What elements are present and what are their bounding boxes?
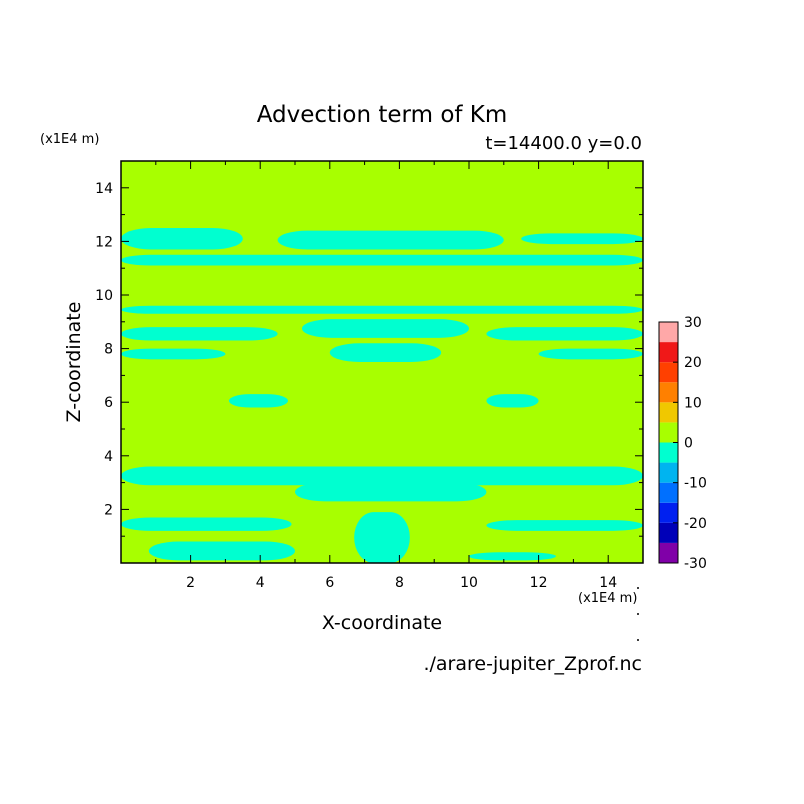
- x-axis-ticks: 2 4 6 8 10 12 14: [155, 161, 617, 591]
- corner-dot: [637, 587, 639, 589]
- colorbar-swatch: [659, 322, 678, 343]
- chart-subtitle: t=14400.0 y=0.0: [485, 133, 642, 154]
- field-patch: [521, 233, 643, 245]
- y-tick-label: 14: [95, 181, 113, 197]
- colorbar-swatch: [659, 462, 678, 483]
- x-tick-label: 2: [186, 575, 195, 591]
- y-axis-ticks: 2 4 6 8 10 12 14: [95, 181, 643, 537]
- y-tick-label: 12: [95, 234, 113, 250]
- field-patch: [469, 552, 556, 561]
- colorbar-tick-label: 10: [684, 395, 702, 411]
- y-tick-label: 4: [104, 449, 113, 465]
- field-patch: [486, 327, 643, 341]
- field-patch: [538, 348, 643, 360]
- field-patch: [121, 228, 243, 250]
- y-tick-label: 8: [104, 342, 113, 358]
- y-axis-unit: (x1E4 m): [40, 132, 99, 147]
- colorbar-swatch: [659, 482, 678, 503]
- x-tick-label: 8: [395, 575, 404, 591]
- colorbar-tick-label: -20: [684, 516, 707, 532]
- corner-dot: [637, 613, 639, 615]
- chart-title: Advection term of Km: [257, 102, 508, 128]
- plot-frame: [120, 160, 644, 564]
- x-axis-unit: (x1E4 m): [578, 591, 637, 606]
- x-tick-label: 14: [599, 575, 617, 591]
- field-patch: [228, 394, 289, 408]
- field-patch: [121, 305, 643, 314]
- colorbar-swatch: [659, 402, 678, 423]
- field-patch: [301, 319, 469, 338]
- field-patch: [121, 327, 278, 341]
- field-patch: [148, 541, 295, 561]
- field-patch: [121, 348, 226, 360]
- corner-markers: [637, 587, 639, 641]
- colorbar-tick-label: 0: [684, 436, 693, 452]
- colorbar-tick-label: -10: [684, 476, 707, 492]
- y-tick-label: 10: [95, 288, 113, 304]
- x-axis-label: X-coordinate: [322, 612, 442, 634]
- field-patch: [486, 520, 643, 531]
- colorbar-swatch: [659, 542, 678, 563]
- x-tick-label: 4: [256, 575, 265, 591]
- x-tick-label: 10: [460, 575, 478, 591]
- colorbar: 30 20 10 0 -10 -20 -30: [658, 315, 707, 572]
- x-tick-label: 12: [530, 575, 548, 591]
- colorbar-tick-label: -30: [684, 556, 707, 572]
- colorbar-swatch: [659, 502, 678, 523]
- field-patch: [354, 512, 410, 563]
- field-patch: [121, 254, 643, 266]
- colorbar-tick-label: 30: [684, 315, 702, 331]
- field-patch: [295, 482, 487, 502]
- field-patch: [329, 343, 442, 362]
- y-tick-label: 6: [104, 395, 113, 411]
- y-axis-label: Z-coordinate: [63, 302, 85, 423]
- x-tick-label: 6: [325, 575, 334, 591]
- colorbar-swatch: [659, 522, 678, 543]
- colorbar-swatch: [659, 422, 678, 443]
- field-patch: [121, 466, 643, 486]
- colorbar-swatch: [659, 342, 678, 363]
- field-patch: [486, 394, 539, 408]
- source-file-label: ./arare-jupiter_Zprof.nc: [423, 653, 642, 675]
- corner-dot: [637, 639, 639, 641]
- colorbar-tick-label: 20: [684, 355, 702, 371]
- colorbar-swatch: [659, 382, 678, 403]
- field-patch: [121, 517, 292, 531]
- colorbar-swatch: [659, 362, 678, 383]
- y-tick-label: 2: [104, 502, 113, 518]
- colorbar-swatch: [659, 442, 678, 463]
- field-patch: [277, 230, 504, 250]
- field-layer: [121, 161, 643, 563]
